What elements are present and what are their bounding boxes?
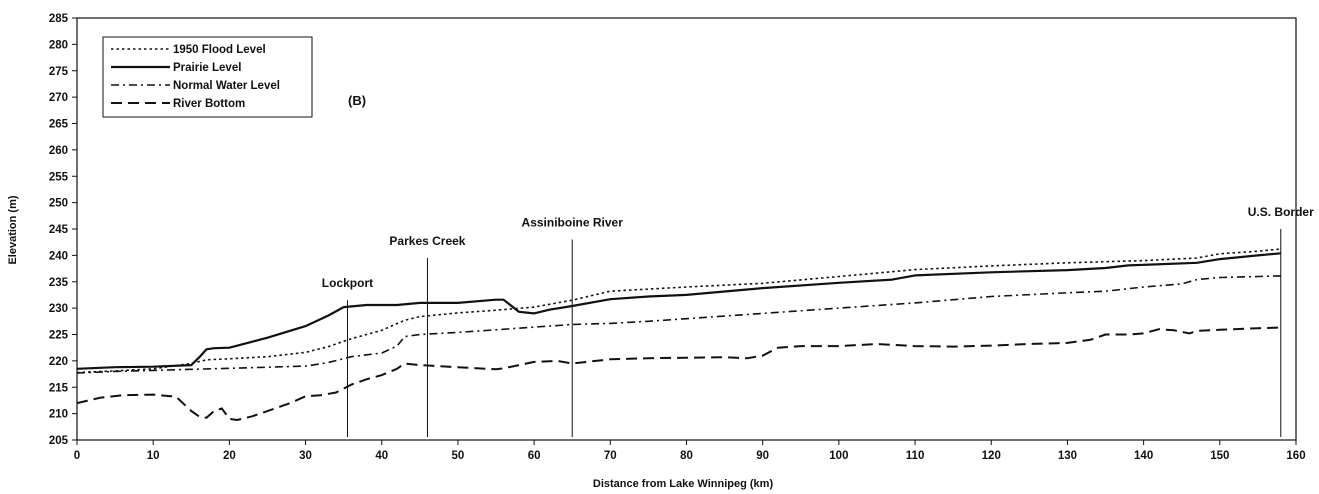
legend-label-0: 1950 Flood Level [173, 44, 266, 56]
x-tick-label: 140 [1134, 450, 1153, 462]
x-axis-title: Distance from Lake Winnipeg (km) [593, 478, 774, 490]
y-tick-label: 265 [49, 119, 69, 131]
legend-label-3: River Bottom [173, 98, 245, 110]
y-tick-label: 285 [49, 13, 69, 25]
y-tick-label: 215 [49, 382, 69, 394]
annotation-label-2: Assiniboine River [522, 216, 624, 230]
y-axis-title: Elevation (m) [7, 195, 19, 264]
axes: 0 10 20 30 40 50 60 70 80 90 100 110 120 130 140 150 160… [49, 13, 1306, 462]
legend-label-2: Normal Water Level [173, 80, 280, 92]
x-tick-label: 50 [452, 450, 465, 462]
x-tick-label: 30 [299, 450, 312, 462]
x-tick-label: 100 [829, 450, 848, 462]
y-tick-label: 280 [49, 39, 68, 51]
series-layer [76, 248, 1281, 421]
legend: 1950 Flood Level Prairie Level Normal Wate… [102, 36, 313, 118]
y-tick-label: 260 [49, 145, 68, 157]
x-tick-label: 90 [756, 450, 769, 462]
y-tick-label: 255 [49, 171, 69, 183]
x-tick-label: 40 [375, 450, 388, 462]
x-tick-label: 70 [604, 450, 617, 462]
series-line-2 [76, 275, 1281, 374]
series-line-3 [76, 326, 1281, 421]
x-tick-label: 150 [1210, 450, 1229, 462]
x-tick-label: 120 [982, 450, 1001, 462]
x-tick-label: 110 [906, 450, 925, 462]
y-tick-label: 275 [49, 66, 69, 78]
x-tick-label: 60 [528, 450, 541, 462]
x-tick-label: 160 [1286, 450, 1305, 462]
y-tick-label: 235 [49, 277, 69, 289]
x-tick-label: 130 [1058, 450, 1077, 462]
annotation-label-1: Parkes Creek [389, 234, 465, 248]
x-tick-label: 80 [680, 450, 693, 462]
x-tick-label: 20 [223, 450, 236, 462]
y-tick-label: 205 [49, 435, 69, 447]
panel-label: (B) [348, 93, 366, 108]
x-tick-label: 10 [147, 450, 160, 462]
annotation-label-3: U.S. Border [1248, 205, 1314, 219]
y-tick-label: 245 [49, 224, 69, 236]
x-tick-label: 0 [74, 450, 80, 462]
series-line-0 [76, 248, 1281, 374]
legend-label-1: Prairie Level [173, 62, 241, 74]
y-tick-label: 270 [49, 92, 68, 104]
y-tick-label: 230 [49, 303, 68, 315]
y-tick-label: 240 [49, 250, 68, 262]
y-tick-label: 250 [49, 198, 68, 210]
annotation-label-0: Lockport [322, 276, 373, 290]
y-tick-label: 225 [49, 330, 69, 342]
annotations: Lockport Parkes Creek Assiniboine River U.S… [322, 205, 1314, 437]
series-line-1 [76, 252, 1281, 370]
y-tick-label: 220 [49, 356, 68, 368]
y-tick-label: 210 [49, 409, 68, 421]
